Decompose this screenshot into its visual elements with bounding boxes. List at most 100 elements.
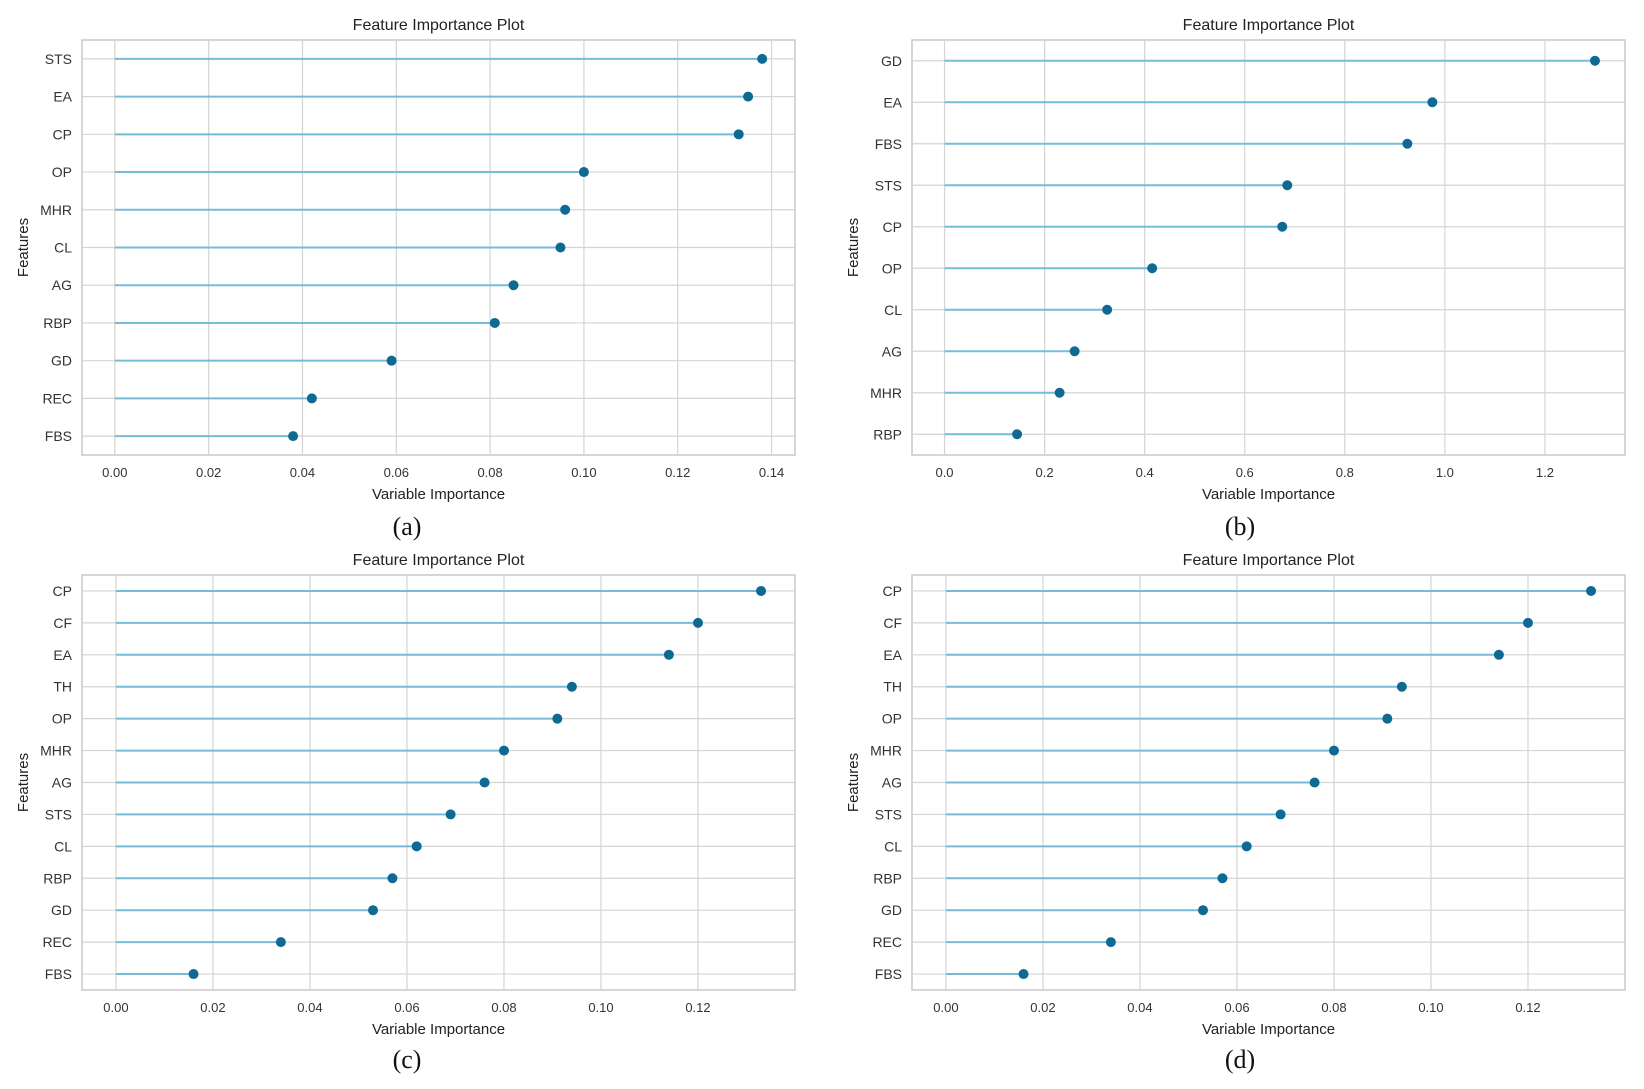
point-rec [1105, 937, 1116, 948]
x-tick-label: 1.2 [1536, 465, 1554, 480]
point-ea [663, 649, 674, 660]
chart-panel-c: CP CF EA TH OP MHR AG STS CL RBP GD REC FBS 0.00 0.02 0… [0, 535, 800, 1038]
point-cp [733, 129, 744, 140]
point-fbs [1402, 138, 1413, 149]
y-tick-label: MHR [870, 743, 902, 759]
point-op [1147, 263, 1158, 274]
point-rbp [1012, 429, 1023, 440]
x-tick-label: 0.10 [1418, 1000, 1443, 1015]
point-ag [479, 777, 490, 788]
y-tick-label: CL [54, 838, 72, 854]
y-tick-label: FBS [875, 966, 902, 982]
x-tick-label: 0.2 [1036, 465, 1054, 480]
point-ag [508, 280, 519, 291]
x-tick-label: 0.08 [1321, 1000, 1346, 1015]
y-axis-label: Features [845, 218, 862, 277]
x-tick-label: 0.04 [297, 1000, 322, 1015]
chart-svg: GD EA FBS STS CP OP CL AG MHR RBP 0.0 0.2 0.4 0.6 0.8 1… [845, 17, 1626, 503]
point-gd [1198, 905, 1209, 916]
point-cl [411, 841, 422, 852]
y-tick-label: CF [883, 615, 902, 631]
point-ag [1069, 346, 1080, 357]
point-cl [555, 242, 566, 253]
y-tick-label: EA [53, 647, 72, 663]
y-tick-label: GD [881, 902, 902, 918]
y-tick-label: STS [875, 806, 902, 822]
point-gd [386, 355, 397, 366]
x-axis-label: Variable Importance [372, 1021, 505, 1038]
chart-title: Feature Importance Plot [353, 552, 525, 569]
y-tick-label: TH [53, 679, 72, 695]
y-tick-label: STS [875, 177, 902, 193]
y-tick-label: AG [882, 775, 902, 791]
x-tick-label: 0.06 [1224, 1000, 1249, 1015]
point-rbp [387, 873, 398, 884]
y-tick-label: STS [45, 806, 72, 822]
point-mhr [560, 204, 571, 215]
x-tick-label: 0.02 [1030, 1000, 1055, 1015]
chart-panel-b: GD EA FBS STS CP OP CL AG MHR RBP 0.0 0.2 0.4 0.6 0.8 1… [830, 0, 1630, 503]
x-axis-label: Variable Importance [1202, 1021, 1335, 1038]
point-sts [445, 809, 456, 820]
x-tick-label: 0.00 [933, 1000, 958, 1015]
point-th [1396, 681, 1407, 692]
chart-svg: CP CF EA TH OP MHR AG STS CL RBP GD REC FBS 0.00 0.02 0… [845, 552, 1626, 1038]
x-tick-label: 0.12 [665, 465, 690, 480]
x-tick-label: 0.02 [196, 465, 221, 480]
y-tick-label: MHR [40, 743, 72, 759]
x-tick-label: 0.02 [200, 1000, 225, 1015]
y-tick-label: GD [881, 53, 902, 69]
point-mhr [1328, 745, 1339, 756]
x-tick-label: 0.08 [491, 1000, 516, 1015]
x-tick-label: 0.06 [394, 1000, 419, 1015]
y-tick-label: CP [883, 219, 902, 235]
point-cf [1522, 617, 1533, 628]
y-tick-label: CL [884, 838, 902, 854]
y-tick-label: FBS [875, 136, 902, 152]
y-tick-label: OP [52, 164, 72, 180]
point-ea [1493, 649, 1504, 660]
y-tick-label: REC [42, 934, 72, 950]
y-tick-label: FBS [45, 966, 72, 982]
y-tick-label: AG [52, 277, 72, 293]
y-tick-label: CL [884, 302, 902, 318]
y-tick-label: STS [45, 51, 72, 67]
point-ag [1309, 777, 1320, 788]
point-gd [368, 905, 379, 916]
x-tick-label: 0.04 [290, 465, 315, 480]
y-tick-label: MHR [40, 202, 72, 218]
x-tick-label: 0.10 [588, 1000, 613, 1015]
x-tick-label: 0.8 [1336, 465, 1354, 480]
x-tick-label: 0.12 [1515, 1000, 1540, 1015]
y-tick-label: RBP [43, 315, 72, 331]
x-tick-label: 0.12 [685, 1000, 710, 1015]
point-fbs [288, 431, 299, 442]
point-cl [1102, 304, 1113, 315]
point-ea [1427, 97, 1438, 108]
y-axis-label: Features [15, 753, 32, 812]
x-tick-label: 0.00 [103, 1000, 128, 1015]
y-tick-label: OP [882, 711, 902, 727]
x-axis-label: Variable Importance [372, 486, 505, 503]
chart-svg: CP CF EA TH OP MHR AG STS CL RBP GD REC FBS 0.00 0.02 0… [15, 552, 796, 1038]
caption-a: (a) [392, 512, 422, 541]
plot-frame [911, 39, 1626, 456]
y-tick-label: OP [52, 711, 72, 727]
point-rbp [489, 317, 500, 328]
point-th [566, 681, 577, 692]
y-tick-label: GD [51, 353, 72, 369]
point-sts [757, 53, 768, 64]
y-tick-label: RBP [43, 870, 72, 886]
x-tick-label: 0.6 [1236, 465, 1254, 480]
chart-title: Feature Importance Plot [1183, 552, 1355, 569]
x-tick-label: 0.08 [477, 465, 502, 480]
y-axis-label: Features [845, 753, 862, 812]
point-gd [1589, 55, 1600, 66]
y-tick-label: RBP [873, 426, 902, 442]
chart-title: Feature Importance Plot [1183, 17, 1355, 34]
y-tick-label: CP [53, 583, 72, 599]
point-op [1382, 713, 1393, 724]
y-tick-label: CF [53, 615, 72, 631]
point-cp [1277, 221, 1288, 232]
